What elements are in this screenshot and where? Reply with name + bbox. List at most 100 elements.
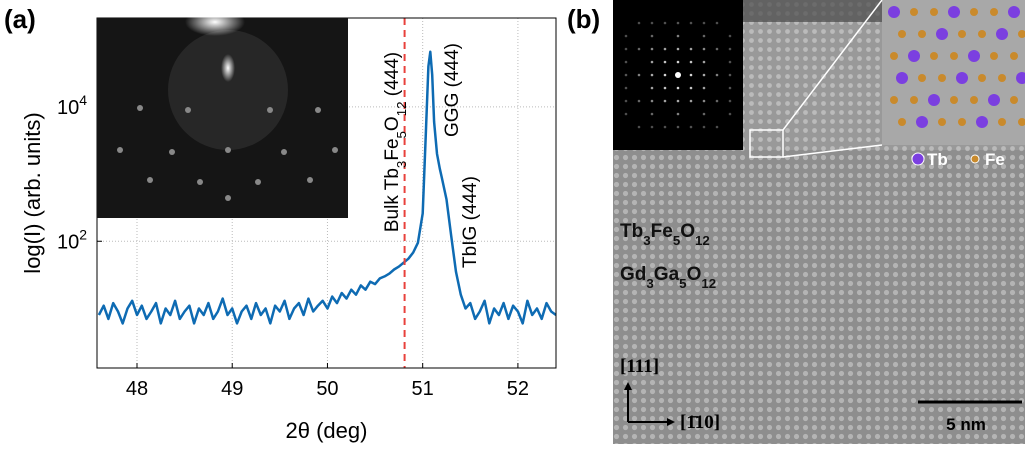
legend-label: Tb	[927, 150, 948, 169]
fft-spot	[624, 34, 628, 38]
rheed-spot	[147, 177, 153, 183]
rheed-spot	[315, 107, 321, 113]
atom	[1010, 52, 1018, 60]
fft-spot	[728, 86, 732, 90]
text-part: Tb	[620, 221, 643, 242]
fft-spot	[637, 47, 641, 51]
fft-spot	[650, 73, 654, 77]
fft-spot	[637, 21, 641, 25]
legend-marker	[911, 152, 925, 166]
fft-spot	[663, 21, 667, 25]
fft-spot	[715, 99, 719, 103]
fft-spot	[663, 86, 667, 90]
glow	[168, 30, 288, 150]
atom	[930, 8, 938, 16]
fft-spot	[689, 73, 693, 77]
tem-image: Tb Fe Tb3Fe5O12 Gd3Ga5O12 [111] [1̄10] 5…	[613, 0, 1025, 444]
fft-spot	[702, 60, 706, 64]
atom	[958, 118, 966, 126]
direction-label: [111]	[620, 356, 659, 377]
fft-spot	[715, 21, 719, 25]
subscript: 12	[394, 101, 409, 116]
fft-spot	[689, 99, 693, 103]
legend-marker	[970, 154, 980, 164]
atom	[910, 8, 918, 16]
legend-label: Fe	[985, 150, 1005, 169]
spot	[221, 54, 235, 82]
atom	[958, 30, 966, 38]
subscript: 3	[646, 276, 653, 291]
atom	[1010, 96, 1018, 104]
text-part: Fe	[382, 138, 403, 160]
fft-spot	[676, 47, 680, 51]
fft-spot	[689, 60, 693, 64]
fft-spot	[624, 47, 628, 51]
rheed-spot	[307, 177, 313, 183]
tick-exponent: 4	[79, 92, 87, 108]
rheed-spot	[169, 149, 175, 155]
fft-spots	[624, 21, 732, 129]
atom	[908, 50, 920, 62]
fft-spot	[663, 125, 667, 129]
atom	[950, 96, 958, 104]
text-part: Fe	[651, 221, 673, 242]
atom	[970, 8, 978, 16]
fft-spot	[676, 125, 680, 129]
rheed-inset	[97, 8, 348, 218]
atom	[978, 30, 986, 38]
rheed-spot	[267, 107, 273, 113]
fft-spot	[702, 99, 706, 103]
zoom-line	[782, 0, 883, 131]
rheed-spot	[332, 147, 338, 153]
subscript: 12	[695, 233, 710, 248]
fft-spot	[624, 112, 628, 116]
text-part: Ga	[654, 264, 680, 285]
arrow-head	[624, 382, 632, 390]
subscript: 5	[679, 276, 687, 291]
atom	[930, 52, 938, 60]
inset-image	[97, 18, 348, 218]
substrate-region	[613, 150, 1025, 444]
fft-spot	[663, 99, 667, 103]
fft-spot	[663, 60, 667, 64]
atom	[1008, 6, 1020, 18]
tick-base: 10	[57, 97, 79, 119]
fft-spot	[663, 73, 667, 77]
rheed-spot	[255, 179, 261, 185]
fft-spot	[702, 73, 706, 77]
scale-bar-label: 5 nm	[946, 415, 986, 434]
fft-spot	[650, 125, 654, 129]
y-tick-label: 102	[57, 226, 87, 253]
text-part: TbIG (444)	[460, 176, 481, 268]
zoom-box	[749, 129, 784, 158]
fft-spot	[702, 47, 706, 51]
tick-exponent: 2	[79, 226, 87, 242]
atom	[898, 30, 906, 38]
rheed-spot	[225, 195, 231, 201]
x-tick-label: 50	[316, 378, 338, 400]
panel-label: (b)	[567, 4, 600, 34]
fft-spot	[676, 34, 680, 38]
atom	[990, 52, 998, 60]
fft-spot	[637, 125, 641, 129]
arrow-head	[667, 418, 675, 426]
atom	[896, 72, 908, 84]
x-tick-label: 48	[126, 378, 148, 400]
fft-spot	[702, 21, 706, 25]
direction-label: [1̄10]	[680, 412, 720, 433]
rheed-spot	[137, 105, 143, 111]
fft-spot	[702, 112, 706, 116]
atom	[1018, 30, 1025, 38]
atom	[890, 96, 898, 104]
atom	[918, 74, 926, 82]
annotation: Bulk Tb3Fe5O12 (444)	[382, 52, 409, 232]
atom	[976, 116, 988, 128]
y-tick-label: 104	[57, 92, 87, 119]
atom	[938, 74, 946, 82]
fft-spot	[728, 99, 732, 103]
fft-spot	[676, 112, 680, 116]
atom	[890, 52, 898, 60]
fft-spot	[715, 125, 719, 129]
film-label: Tb3Fe5O12	[620, 221, 710, 248]
